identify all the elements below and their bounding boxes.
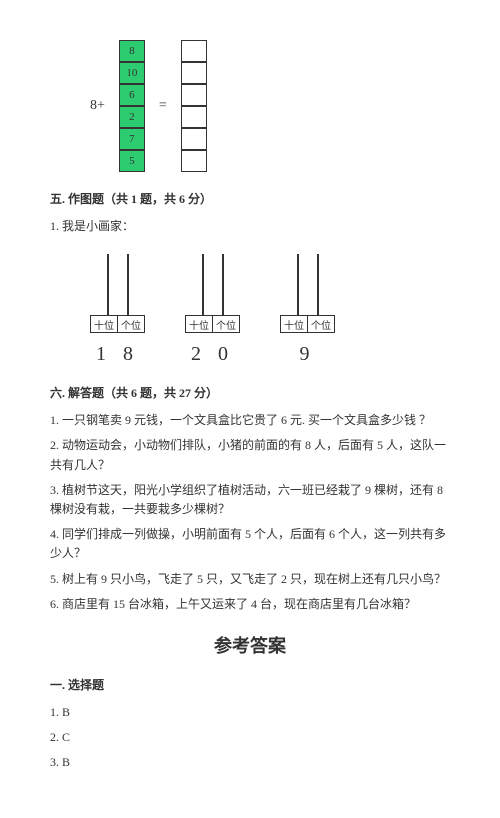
empty-cell — [181, 128, 207, 150]
rod — [297, 254, 299, 316]
abacus-number: 9 — [300, 343, 316, 366]
abacus: 十位 个位 9 — [280, 246, 335, 366]
rod — [107, 254, 109, 316]
ones-label: 个位 — [118, 316, 144, 332]
section5-q1: 1. 我是小画家： — [50, 217, 450, 236]
empty-cell — [181, 150, 207, 172]
empty-cell — [181, 62, 207, 84]
q6-item: 4. 同学们排成一列做操，小明前面有 5 个人，后面有 6 个人，这一列共有多少… — [50, 525, 450, 563]
abacus-rods — [202, 246, 224, 316]
q6-item: 1. 一只钢笔卖 9 元钱，一个文具盒比它贵了 6 元. 买一个文具盒多少钱 ？ — [50, 411, 450, 430]
answers-section1-title: 一. 选择题 — [50, 676, 450, 693]
empty-stack — [181, 40, 207, 172]
ones-label: 个位 — [308, 316, 334, 332]
abacus-number: 2 0 — [191, 343, 234, 366]
section6-title: 六. 解答题（共 6 题，共 27 分） — [50, 384, 450, 401]
section5-title: 五. 作图题（共 1 题，共 6 分） — [50, 190, 450, 207]
stack-cell: 10 — [119, 62, 145, 84]
stack-diagram: 8+ 8 10 6 2 7 5 = — [90, 40, 450, 172]
rod — [317, 254, 319, 316]
q6-item: 2. 动物运动会，小动物们排队，小猪的前面的有 8 人，后面有 5 人，这队一共… — [50, 436, 450, 474]
answers-title: 参考答案 — [50, 632, 450, 658]
abacus: 十位 个位 2 0 — [185, 246, 240, 366]
empty-cell — [181, 106, 207, 128]
tens-label: 十位 — [186, 316, 213, 332]
stack-cell: 5 — [119, 150, 145, 172]
stack-cell: 2 — [119, 106, 145, 128]
green-stack: 8 10 6 2 7 5 — [119, 40, 145, 172]
stack-cell: 7 — [119, 128, 145, 150]
stack-left-label: 8+ — [90, 98, 105, 114]
q6-item: 6. 商店里有 15 台冰箱，上午又运来了 4 台，现在商店里有几台冰箱？ — [50, 595, 450, 614]
abacus-rods — [297, 246, 319, 316]
abacus-base: 十位 个位 — [185, 315, 240, 333]
rod — [202, 254, 204, 316]
abacus-base: 十位 个位 — [90, 315, 145, 333]
stack-cell: 8 — [119, 40, 145, 62]
abacus-rods — [107, 246, 129, 316]
empty-cell — [181, 84, 207, 106]
q6-item: 3. 植树节这天，阳光小学组织了植树活动，六一班已经栽了 9 棵树，还有 8 棵… — [50, 481, 450, 519]
tens-label: 十位 — [91, 316, 118, 332]
q6-item: 5. 树上有 9 只小鸟，飞走了 5 只，又飞走了 2 只，现在树上还有几只小鸟… — [50, 570, 450, 589]
abacus-row: 十位 个位 1 8 十位 个位 2 0 十位 个位 9 — [90, 246, 450, 366]
answer-item: 1. B — [50, 703, 450, 722]
empty-cell — [181, 40, 207, 62]
answer-item: 3. B — [50, 753, 450, 772]
ones-label: 个位 — [213, 316, 239, 332]
rod — [127, 254, 129, 316]
stack-cell: 6 — [119, 84, 145, 106]
tens-label: 十位 — [281, 316, 308, 332]
abacus-number: 1 8 — [96, 343, 139, 366]
rod — [222, 254, 224, 316]
abacus-base: 十位 个位 — [280, 315, 335, 333]
abacus: 十位 个位 1 8 — [90, 246, 145, 366]
stack-eq-label: = — [159, 98, 167, 114]
answer-item: 2. C — [50, 728, 450, 747]
